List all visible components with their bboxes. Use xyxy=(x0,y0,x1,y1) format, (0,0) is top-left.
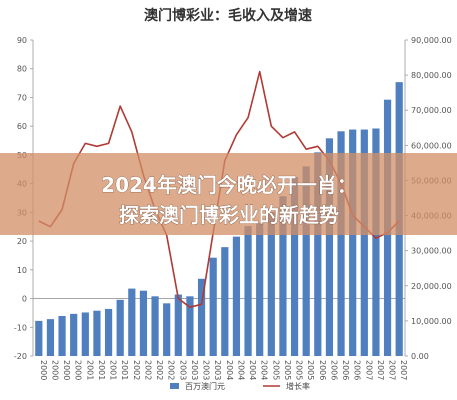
x-tick-label: 2007 xyxy=(388,360,397,380)
x-axis-ticks: 2000 2000 2000 2000 2001 2001 2001 2001 2002 2002… xyxy=(39,360,408,380)
bar xyxy=(139,290,148,356)
right-tick-label: 90,000.00 xyxy=(411,36,452,45)
x-tick-label: 2001 xyxy=(120,360,129,380)
bar xyxy=(349,129,357,356)
left-tick-label: 80 xyxy=(17,65,27,74)
overlay-headline-line-1: 2024年澳门今晚必开一肖： xyxy=(101,173,357,197)
right-tick-label: 70,000.00 xyxy=(411,106,452,115)
x-tick-label: 2002 xyxy=(155,360,164,380)
overlay-banner xyxy=(0,153,457,235)
bar xyxy=(325,138,334,356)
x-tick-label: 2000 xyxy=(50,360,59,380)
x-tick-label: 2002 xyxy=(167,360,176,380)
bar xyxy=(290,176,299,356)
x-tick-label: 2004 xyxy=(225,360,234,380)
left-tick-label: 70 xyxy=(17,93,27,102)
bar xyxy=(256,222,264,356)
chart-title: 澳门博彩业：毛收入及增速 xyxy=(144,7,312,24)
x-tick-label: 2007 xyxy=(399,360,408,380)
right-tick-label: 60,000.00 xyxy=(411,141,452,150)
bar xyxy=(244,226,252,356)
right-tick-label: 30,000.00 xyxy=(411,247,452,256)
bar xyxy=(279,196,287,356)
bar xyxy=(314,152,322,356)
bar xyxy=(197,278,206,356)
overlay-headline-line-2: 探索澳门博彩业的新趋势 xyxy=(119,203,339,227)
bar xyxy=(360,129,368,356)
bar xyxy=(337,131,345,356)
x-tick-label: 2006 xyxy=(318,360,327,380)
legend-swatch-bar xyxy=(170,383,179,389)
x-tick-label: 2006 xyxy=(341,360,350,380)
left-tick-label: 0 xyxy=(22,295,27,304)
bar xyxy=(372,128,380,356)
x-tick-label: 2002 xyxy=(143,360,152,380)
x-tick-label: 2001 xyxy=(109,360,118,380)
bar xyxy=(70,313,78,356)
bar xyxy=(221,247,229,356)
bar xyxy=(186,296,194,356)
bar xyxy=(163,303,171,356)
bar xyxy=(302,166,310,356)
x-tick-label: 2000 xyxy=(62,360,71,380)
x-tick-label: 2001 xyxy=(97,360,106,380)
x-tick-label: 2005 xyxy=(283,360,292,380)
bar xyxy=(174,294,182,356)
bar xyxy=(232,236,241,356)
left-tick-label: 90 xyxy=(17,36,27,45)
bar xyxy=(209,257,217,356)
x-tick-label: 2002 xyxy=(132,360,141,380)
x-tick-label: 2004 xyxy=(236,360,245,380)
right-tick-label: 10,000.00 xyxy=(411,317,452,326)
x-tick-label: 2007 xyxy=(376,360,385,380)
right-tick-label: 20,000.00 xyxy=(411,282,452,291)
x-tick-label: 2006 xyxy=(329,360,338,380)
bar xyxy=(116,299,124,356)
x-tick-label: 2003 xyxy=(178,360,187,380)
left-tick-label: 20 xyxy=(17,237,27,246)
x-tick-label: 2001 xyxy=(85,360,94,380)
right-tick-label: 80,000.00 xyxy=(411,71,452,80)
bar xyxy=(93,310,101,356)
x-tick-label: 2000 xyxy=(39,360,48,380)
left-tick-label: 60 xyxy=(17,122,27,131)
bar xyxy=(46,319,55,356)
right-tick-label: 0.00 xyxy=(411,352,429,361)
x-tick-label: 2000 xyxy=(74,360,83,380)
x-tick-label: 2007 xyxy=(364,360,373,380)
x-tick-label: 2003 xyxy=(190,360,199,380)
bar xyxy=(81,312,89,356)
x-tick-label: 2003 xyxy=(213,360,222,380)
legend-label-bar: 百万澳门元 xyxy=(185,381,225,391)
left-tick-label: -20 xyxy=(14,352,27,361)
legend-label-line: 增长率 xyxy=(286,381,310,391)
bar xyxy=(104,308,113,356)
x-tick-label: 2004 xyxy=(260,360,269,380)
bar xyxy=(58,315,66,356)
x-tick-label: 2003 xyxy=(202,360,211,380)
bar xyxy=(267,212,275,356)
left-tick-label: -10 xyxy=(14,323,27,332)
bar xyxy=(151,296,159,356)
x-tick-label: 2005 xyxy=(271,360,280,380)
bar xyxy=(35,320,43,356)
bar xyxy=(128,288,136,356)
x-tick-label: 2006 xyxy=(353,360,362,380)
x-tick-label: 2004 xyxy=(248,360,257,380)
x-tick-label: 2005 xyxy=(306,360,315,380)
left-tick-label: 10 xyxy=(17,266,27,275)
legend: 百万澳门元 增长率 xyxy=(170,381,310,391)
x-tick-label: 2005 xyxy=(295,360,304,380)
